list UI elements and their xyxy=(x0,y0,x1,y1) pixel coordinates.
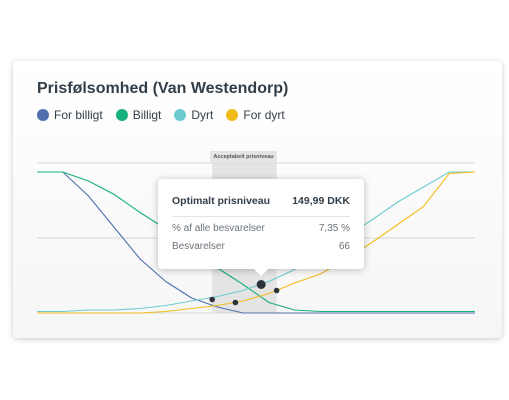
data-tooltip: Optimalt prisniveau 149,99 DKK % af alle… xyxy=(158,179,364,276)
legend-item[interactable]: For dyrt xyxy=(226,108,285,122)
series-line xyxy=(37,171,476,314)
acceptable-range-label: Acceptabelt prisniveau xyxy=(210,151,277,163)
legend-label: Billigt xyxy=(132,108,162,122)
tooltip-row: % af alle besvarelser 7,35 % xyxy=(172,223,350,234)
series-line xyxy=(37,171,475,313)
tooltip-row: Besvarelser 66 xyxy=(172,241,350,252)
legend-swatch xyxy=(226,109,239,121)
tooltip-header: Optimalt prisniveau 149,99 DKK xyxy=(172,195,350,207)
tooltip-row-value: 66 xyxy=(338,241,350,252)
tooltip-row-label: % af alle besvarelser xyxy=(172,223,265,234)
chart-title: Prisfølsomhed (Van Westendorp) xyxy=(37,80,289,97)
tooltip-heading-label: Optimalt prisniveau xyxy=(172,195,271,207)
intersection-point xyxy=(209,296,215,303)
intersection-point xyxy=(273,287,280,294)
legend-item[interactable]: Dyrt xyxy=(174,108,213,122)
legend-swatch xyxy=(174,109,187,121)
legend-item[interactable]: Billigt xyxy=(115,108,162,122)
tooltip-row-value: 7,35 % xyxy=(318,223,350,234)
tooltip-row-label: Besvarelser xyxy=(172,241,225,252)
tooltip-divider xyxy=(172,216,350,217)
tooltip-heading-value: 149,99 DKK xyxy=(292,195,350,207)
intersection-point xyxy=(232,299,239,306)
legend-item[interactable]: For billigt xyxy=(37,108,103,122)
legend-label: For billigt xyxy=(54,108,103,122)
series-line xyxy=(37,171,475,313)
chart-card: Prisfølsomhed (Van Westendorp) For billi… xyxy=(13,61,502,338)
legend-swatch xyxy=(115,109,128,121)
series-line xyxy=(37,171,475,314)
legend-label: For dyrt xyxy=(243,108,285,122)
legend-swatch xyxy=(37,109,49,121)
optimal-price-point xyxy=(256,280,266,289)
legend-label: Dyrt xyxy=(191,108,214,122)
chart-legend: For billigt Billigt Dyrt For dyrt xyxy=(37,108,298,122)
